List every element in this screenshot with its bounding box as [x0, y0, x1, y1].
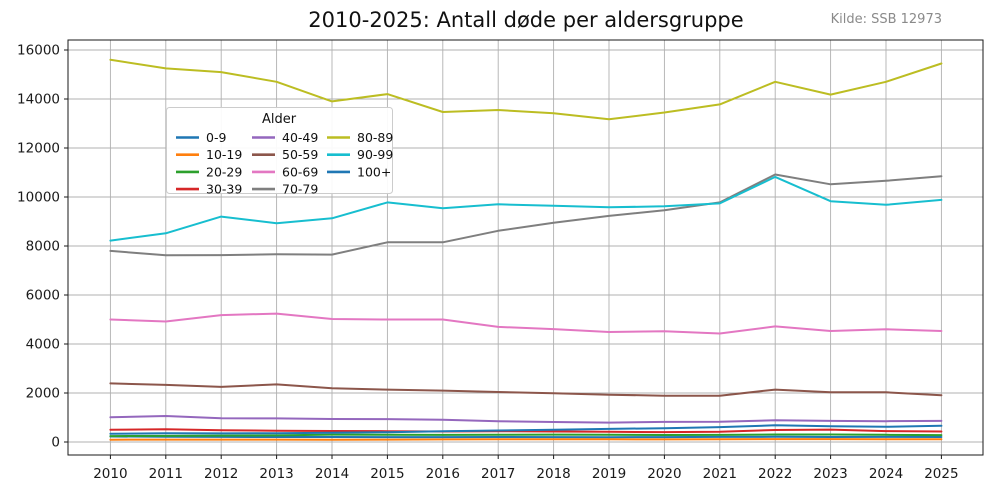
- axes-frame: [67, 39, 984, 456]
- legend-label-60-69: 60-69: [282, 164, 318, 179]
- x-tick-label: 2016: [426, 466, 460, 482]
- legend-label-30-39: 30-39: [206, 182, 242, 197]
- y-tick-label: 10000: [17, 190, 60, 206]
- legend-label-50-59: 50-59: [282, 147, 318, 162]
- x-tick-label: 2019: [592, 466, 626, 482]
- series-line-100+: [109, 424, 943, 435]
- series-line-60-69: [109, 312, 943, 335]
- series-line-70-79: [109, 173, 943, 257]
- x-tick-label: 2014: [315, 466, 349, 482]
- source-label: Kilde: SSB 12973: [830, 12, 942, 27]
- x-tick-label: 2018: [536, 466, 570, 482]
- x-tick-label: 2020: [647, 466, 681, 482]
- x-tick-label: 2011: [149, 466, 183, 482]
- x-tick-label: 2021: [703, 466, 737, 482]
- legend: Alder 0-9 10-19 20-29 30-39 40-49 50-59 60-69 70…: [166, 107, 393, 197]
- series-line-40-49: [109, 415, 943, 424]
- x-tick-label: 2012: [204, 466, 238, 482]
- y-tick-label: 0: [51, 435, 60, 451]
- legend-label-90-99: 90-99: [357, 147, 393, 162]
- x-tick-label: 2024: [869, 466, 903, 482]
- x-tick-labels: 2010 2011 2012 2013 2014 2015 2016 2017 2018 2019…: [93, 466, 958, 482]
- x-tick-label: 2022: [758, 466, 792, 482]
- series-lines: [109, 58, 943, 441]
- y-tick-label: 6000: [26, 288, 60, 304]
- legend-title: Alder: [262, 112, 297, 127]
- series-line-30-39: [109, 428, 943, 434]
- legend-label-20-29: 20-29: [206, 164, 242, 179]
- x-tick-label: 2015: [370, 466, 404, 482]
- legend-label-0-9: 0-9: [206, 130, 226, 145]
- legend-label-70-79: 70-79: [282, 182, 318, 197]
- series-line-0-9: [109, 435, 943, 439]
- y-tick-labels: 0 2000 4000 6000 8000 10000 12000 14000 16000: [17, 43, 60, 451]
- series-line-50-59: [109, 382, 943, 397]
- y-tick-label: 16000: [17, 43, 60, 59]
- x-tick-label: 2010: [93, 466, 127, 482]
- y-tick-label: 2000: [26, 386, 60, 402]
- x-tick-label: 2025: [924, 466, 958, 482]
- legend-label-100+: 100+: [357, 164, 391, 179]
- series-line-90-99: [109, 175, 943, 242]
- legend-label-40-49: 40-49: [282, 130, 318, 145]
- x-tick-label: 2013: [259, 466, 293, 482]
- y-tick-label: 14000: [17, 92, 60, 108]
- legend-label-10-19: 10-19: [206, 147, 242, 162]
- axis-ticks: [64, 49, 942, 459]
- chart-title: 2010-2025: Antall døde per aldersgruppe: [308, 8, 744, 32]
- y-tick-label: 12000: [17, 141, 60, 157]
- y-tick-label: 4000: [26, 337, 60, 353]
- y-tick-label: 8000: [26, 239, 60, 255]
- series-line-80-89: [109, 58, 943, 121]
- x-tick-label: 2017: [481, 466, 515, 482]
- legend-label-80-89: 80-89: [357, 130, 393, 145]
- x-tick-label: 2023: [813, 466, 847, 482]
- series-line-20-29: [109, 433, 943, 438]
- series-line-10-19: [109, 438, 943, 441]
